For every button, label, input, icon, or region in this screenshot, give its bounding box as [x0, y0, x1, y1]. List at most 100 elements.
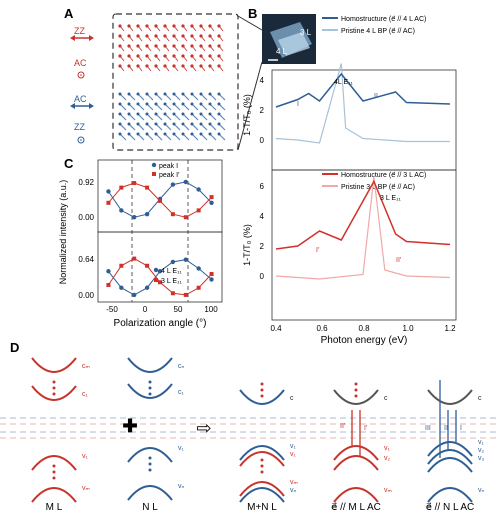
band-label: cₘ: [82, 363, 90, 370]
atom-blue: [127, 112, 131, 116]
out-of-plane-icon-red: [77, 71, 85, 79]
zz-label-top: ZZ: [74, 26, 85, 36]
atom-blue: [127, 132, 131, 136]
xtick-c-1: 0: [143, 305, 148, 314]
atom-blue: [208, 112, 212, 116]
atom-red: [208, 24, 212, 28]
series-pristine-4l: [275, 63, 450, 144]
panel-a-structure: ZZ AC AC ZZ: [70, 13, 263, 151]
atom-blue: [163, 122, 167, 126]
ytick-c-top-0: 0.92: [78, 178, 94, 187]
band-label: v₁: [290, 443, 297, 450]
atom-red: [199, 24, 203, 28]
ellipsis-dot: [52, 392, 56, 396]
atom-red: [127, 24, 131, 28]
atom-blue: [199, 132, 203, 136]
ac-label-bottom: AC: [74, 94, 87, 104]
legend-homo-4l: Homostructure (e⃗ // 4 L AC): [341, 15, 426, 23]
atom-red: [163, 44, 167, 48]
atom-blue: [118, 132, 122, 136]
atom-blue: [145, 92, 149, 96]
atom-red: [127, 64, 131, 68]
valence-band: [239, 445, 285, 461]
ylabel-top: 1-T/T₀ (%): [242, 94, 252, 136]
atom-blue: [136, 132, 140, 136]
atom-blue: [118, 122, 122, 126]
atom-blue: [127, 102, 131, 106]
conduction-band: [127, 357, 173, 373]
atom-red: [190, 64, 194, 68]
ellipsis-dot: [354, 382, 358, 386]
atom-red: [217, 54, 221, 58]
valence-band: [427, 487, 473, 503]
atom-red: [163, 64, 167, 68]
valence-band: [427, 441, 473, 457]
atom-red: [163, 24, 167, 28]
atom-red: [181, 64, 185, 68]
atom-blue: [199, 92, 203, 96]
atom-blue: [208, 92, 212, 96]
atom-blue: [163, 132, 167, 136]
xtick-b-4: 1.2: [444, 324, 456, 333]
atom-blue: [118, 112, 122, 116]
ylabel-bottom: 1-T/T₀ (%): [242, 224, 252, 266]
atom-red: [208, 34, 212, 38]
ellipsis-dot: [148, 462, 152, 466]
atom-blue: [127, 92, 131, 96]
atom-blue: [145, 122, 149, 126]
atom-red: [136, 44, 140, 48]
atom-red: [154, 64, 158, 68]
atom-blue: [118, 92, 122, 96]
band-label: II′: [340, 423, 346, 430]
atom-blue: [181, 92, 185, 96]
ytick-c-top-2: 0.00: [78, 213, 94, 222]
atom-blue: [136, 102, 140, 106]
band-label: cₙ: [178, 363, 185, 370]
atom-red: [145, 44, 149, 48]
atom-blue: [217, 102, 221, 106]
atom-blue: [163, 102, 167, 106]
ylabel-c: Normalized intensity (a.u.): [58, 180, 68, 285]
ellipsis-dot: [52, 470, 56, 474]
ellipsis-dot: [52, 476, 56, 480]
atom-red: [145, 54, 149, 58]
legend-3l-e11: 3 L E₁₁: [161, 278, 182, 285]
xtick-c-2: 50: [174, 305, 183, 314]
atom-blue: [136, 122, 140, 126]
ellipsis-dot: [52, 380, 56, 384]
band-label: vₙ: [178, 483, 185, 490]
atom-blue: [172, 102, 176, 106]
atom-blue: [190, 122, 194, 126]
ellipsis-dot: [148, 392, 152, 396]
atom-blue: [199, 122, 203, 126]
inset-label-4l: 4 L: [276, 47, 288, 56]
atom-blue: [172, 92, 176, 96]
ellipsis-dot: [260, 394, 264, 398]
panel-b-top-chart: Homostructure (e⃗ // 4 L AC) Pristine 4 …: [242, 15, 457, 171]
atom-blue: [145, 102, 149, 106]
atom-blue: [172, 132, 176, 136]
atom-red: [199, 34, 203, 38]
atom-blue: [190, 112, 194, 116]
valence-band: [127, 485, 173, 501]
atom-red: [172, 24, 176, 28]
atom-red: [181, 34, 185, 38]
xlabel-b: Photon energy (eV): [321, 335, 408, 346]
atom-red: [145, 34, 149, 38]
ytick-top-0: 4: [260, 76, 265, 85]
conduction-band: [31, 357, 77, 373]
series-homo-3l: [275, 179, 451, 250]
atom-red: [154, 44, 158, 48]
caption-ml-ac: e⃗ // M L AC: [331, 502, 381, 513]
ytick-bot-2: 2: [260, 242, 265, 251]
atom-red: [127, 54, 131, 58]
caption-nl-ac: e⃗ // N L AC: [426, 502, 475, 513]
panel-label-c: C: [64, 156, 74, 171]
atom-blue: [154, 102, 158, 106]
conduction-band: [31, 385, 77, 401]
ytick-top-1: 2: [260, 106, 265, 115]
atom-red: [127, 44, 131, 48]
atom-blue: [181, 122, 185, 126]
atom-blue: [163, 112, 167, 116]
